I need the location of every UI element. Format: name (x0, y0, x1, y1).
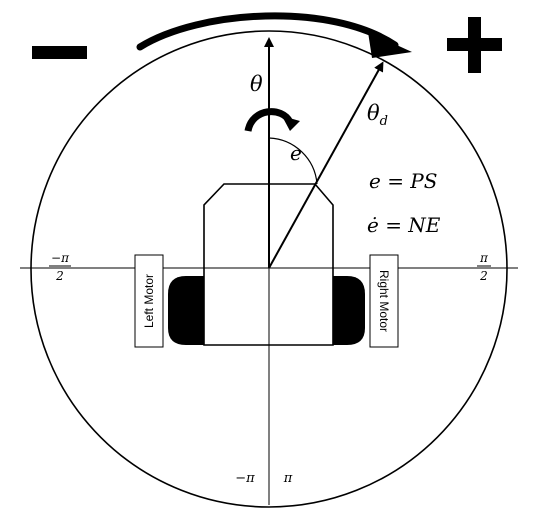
error-equation: e = PS (369, 169, 437, 193)
bottom-right-label: π (283, 471, 293, 486)
minus-sign (32, 46, 87, 59)
theta-d-base: θ (367, 101, 380, 125)
theta-d-subscript: d (380, 114, 388, 129)
heading-circle (30, 30, 508, 508)
error-rate-equation: ė = NE (367, 213, 441, 237)
right-motor-label: Right Motor (377, 270, 391, 332)
rotation-direction-arrowhead (368, 32, 412, 58)
error-angle-arc (268, 137, 318, 185)
theta-d-label: θd (367, 101, 388, 129)
right-label-denominator: 2 (479, 269, 488, 283)
right-wheel (333, 276, 365, 345)
right-motor-box (369, 254, 399, 348)
left-axis-label: −π 2 (49, 251, 71, 283)
left-motor-label: Left Motor (142, 274, 156, 328)
rotation-direction-arrow (136, 12, 399, 51)
left-label-numerator: −π (51, 251, 70, 265)
theta-d-vector (268, 61, 384, 269)
left-motor-box (134, 254, 164, 348)
left-label-denominator: 2 (55, 269, 64, 283)
right-label-numerator: π (479, 251, 489, 265)
plus-sign (447, 17, 502, 73)
bottom-left-label: −π (235, 471, 255, 486)
right-axis-label: π 2 (477, 251, 491, 283)
theta-label: θ (250, 72, 263, 96)
small-rotation-arrowhead (282, 116, 300, 131)
error-label: e (290, 141, 302, 165)
left-wheel (168, 276, 204, 345)
